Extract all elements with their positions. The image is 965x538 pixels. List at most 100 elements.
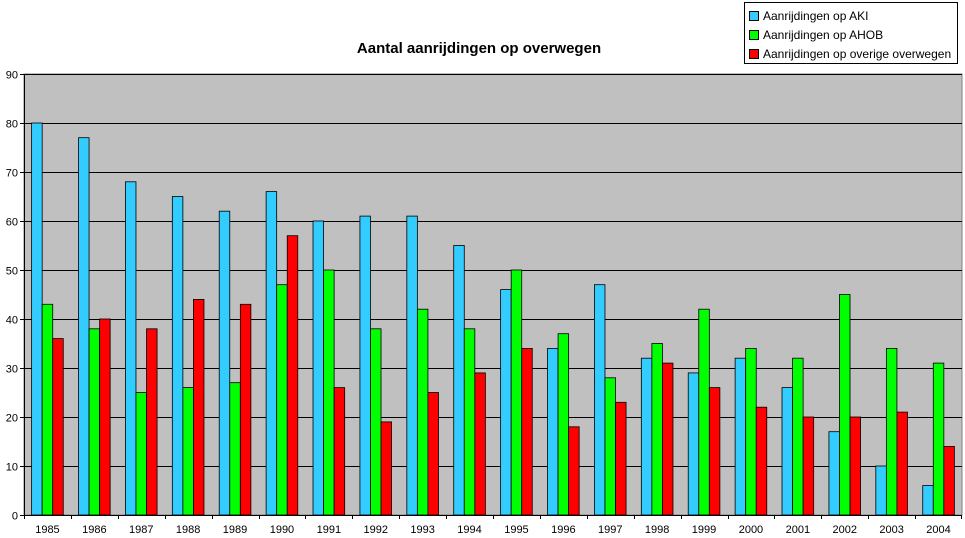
bar-aki — [78, 137, 90, 516]
bar-overige — [193, 298, 205, 516]
x-tick-label: 1999 — [692, 524, 716, 536]
x-tick-label: 1998 — [645, 524, 669, 536]
bar-overige — [708, 387, 721, 516]
x-tick-label: 2003 — [879, 524, 903, 536]
bar-aki — [312, 220, 324, 516]
bar-ahob — [323, 269, 335, 516]
x-tick-label: 2000 — [739, 524, 763, 536]
x-tick-label: 1995 — [504, 524, 528, 536]
bar-aki — [687, 372, 700, 516]
bar-overige — [521, 347, 533, 516]
bar-ahob — [885, 347, 898, 516]
y-tick-label: 0 — [12, 511, 18, 523]
bar-aki — [640, 357, 653, 516]
bar-overige — [99, 318, 111, 516]
bar-ahob — [932, 362, 945, 516]
bar-ahob — [698, 308, 710, 516]
y-tick-label: 30 — [6, 364, 18, 376]
y-tick-label: 80 — [6, 119, 18, 131]
bar-aki — [781, 387, 793, 516]
bar-overige — [662, 362, 674, 516]
x-tick-label: 1989 — [223, 524, 247, 536]
x-tick-label: 1996 — [551, 524, 575, 536]
y-tick-label: 60 — [6, 217, 18, 229]
chart-title: Aantal aanrijdingen op overwegen — [356, 40, 602, 57]
bar-aki — [171, 196, 184, 516]
bar-overige — [568, 426, 580, 516]
legend-swatch-overige — [749, 48, 759, 59]
bar-ahob — [745, 347, 757, 516]
legend-label-aki: Aanrijdingen op AKI — [763, 8, 869, 23]
x-tick-label: 1990 — [270, 524, 294, 536]
y-tick-label: 20 — [6, 413, 18, 425]
bar-ahob — [135, 392, 147, 516]
plot-area — [23, 73, 963, 516]
bar-overige — [755, 406, 768, 516]
legend-item-ahob: Aanrijdingen op AHOB — [749, 25, 957, 44]
legend-item-aki: Aanrijdingen op AKI — [749, 6, 957, 25]
bar-ahob — [839, 294, 851, 516]
y-tick-label: 70 — [6, 168, 18, 180]
x-tick-label: 2004 — [926, 524, 950, 536]
bar-aki — [406, 215, 418, 516]
bar-overige — [802, 416, 815, 516]
bar-overige — [849, 416, 861, 516]
bar-ahob — [41, 303, 54, 516]
x-tick-label: 1987 — [129, 524, 153, 536]
bar-overige — [943, 445, 955, 516]
bar-ahob — [416, 308, 429, 516]
bar-ahob — [510, 269, 523, 516]
bar-aki — [922, 485, 934, 516]
bar-overige — [333, 387, 346, 516]
bar-ahob — [792, 357, 804, 516]
x-tick-label: 1993 — [410, 524, 434, 536]
y-tick-label: 40 — [6, 315, 18, 327]
bar-aki — [875, 465, 887, 516]
legend-label-ahob: Aanrijdingen op AHOB — [763, 27, 884, 42]
bar-overige — [427, 392, 439, 516]
legend-swatch-ahob — [749, 29, 759, 40]
y-tick-label: 10 — [6, 462, 18, 474]
bar-ahob — [651, 343, 663, 516]
bar-aki — [500, 289, 512, 516]
x-tick-label: 1997 — [598, 524, 622, 536]
y-tick-label: 90 — [6, 70, 18, 82]
bar-aki — [31, 122, 43, 516]
bar-overige — [896, 411, 908, 516]
bar-ahob — [182, 387, 194, 516]
legend-swatch-aki — [749, 10, 759, 21]
legend-item-overige: Aanrijdingen op overige overwegen — [749, 44, 957, 63]
legend-label-overige: Aanrijdingen op overige overwegen — [763, 46, 952, 61]
bar-aki — [265, 191, 278, 516]
bar-ahob — [88, 328, 101, 516]
y-tick-label: 50 — [6, 266, 18, 278]
bar-overige — [474, 372, 486, 516]
bar-overige — [286, 235, 299, 516]
x-tick-label: 1994 — [457, 524, 481, 536]
bar-overige — [239, 303, 252, 516]
bar-overige — [380, 421, 392, 516]
bar-aki — [828, 431, 840, 516]
bar-overige — [52, 338, 64, 516]
chart-legend: Aanrijdingen op AKI Aanrijdingen op AHOB… — [744, 2, 958, 64]
x-tick-label: 1992 — [364, 524, 388, 536]
bar-aki — [453, 245, 465, 516]
x-tick-label: 1985 — [35, 524, 59, 536]
bar-aki — [734, 357, 747, 516]
bar-aki — [359, 215, 371, 516]
x-tick-label: 1988 — [176, 524, 200, 536]
bar-aki — [547, 347, 559, 516]
bar-aki — [218, 210, 231, 516]
bar-ahob — [463, 328, 476, 516]
bar-ahob — [557, 333, 570, 516]
x-tick-label: 2002 — [833, 524, 857, 536]
bar-ahob — [604, 377, 616, 516]
bar-overige — [146, 328, 158, 516]
x-tick-label: 1991 — [317, 524, 341, 536]
bar-aki — [594, 284, 606, 516]
bar-ahob — [276, 284, 288, 516]
bar-overige — [615, 401, 627, 516]
x-tick-label: 2001 — [786, 524, 810, 536]
bar-aki — [125, 181, 137, 516]
